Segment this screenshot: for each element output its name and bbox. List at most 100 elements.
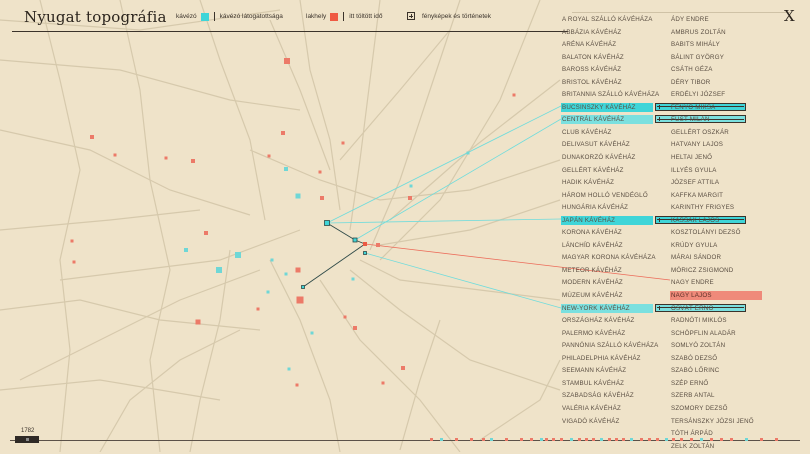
- cafe-marker[interactable]: [284, 167, 288, 171]
- cafe-list-item[interactable]: SEEMANN KÁVÉHÁZ: [561, 366, 653, 379]
- writer-list-item[interactable]: RADNÓTI MIKLÓS: [670, 316, 760, 329]
- cafe-list-item[interactable]: DUNAKORZÓ KÁVÉHÁZ: [561, 153, 653, 166]
- cafe-list-item[interactable]: PALERMO KÁVÉHÁZ: [561, 329, 653, 342]
- cafe-list-item[interactable]: BALATON KÁVÉHÁZ: [561, 53, 653, 66]
- writer-list-item[interactable]: ILLYÉS GYULA: [670, 166, 760, 179]
- cafe-list-item[interactable]: HÁROM HOLLÓ VENDÉGLŐ: [561, 191, 653, 204]
- cafe-list-item[interactable]: HUNGÁRIA KÁVÉHÁZ: [561, 203, 653, 216]
- cafe-list-item[interactable]: KORONA KÁVÉHÁZ: [561, 228, 653, 241]
- writer-list-item[interactable]: SZERB ANTAL: [670, 391, 760, 404]
- writer-list-item[interactable]: OSVÁT ERNŐ: [670, 304, 760, 317]
- writer-list-item[interactable]: NAGY LAJOS: [670, 291, 762, 304]
- cafe-list-item[interactable]: HADIK KÁVÉHÁZ: [561, 178, 653, 191]
- writer-list-item[interactable]: ÁDY ENDRE: [670, 15, 760, 28]
- writer-list-item[interactable]: TERSÁNSZKY JÓZSI JENŐ: [670, 417, 760, 430]
- writer-list-item[interactable]: JÓZSEF ATTILA: [670, 178, 760, 191]
- timeline-track[interactable]: [10, 440, 800, 441]
- stories-plus-icon[interactable]: [655, 115, 746, 124]
- cafe-list-item[interactable]: BAROSS KÁVÉHÁZ: [561, 65, 653, 78]
- writer-list-item[interactable]: KAFFKA MARGIT: [670, 191, 760, 204]
- timeline-handle[interactable]: [15, 436, 39, 443]
- home-marker[interactable]: [204, 231, 208, 235]
- writer-list-item[interactable]: ERDÉLYI JÓZSEF: [670, 90, 760, 103]
- cafe-list-item[interactable]: DELIVASUT KÁVÉHÁZ: [561, 140, 653, 153]
- home-marker[interactable]: [72, 260, 76, 264]
- cafe-list-item[interactable]: SZABADSÁG KÁVÉHÁZ: [561, 391, 653, 404]
- writer-list-item[interactable]: SCHÖPFLIN ALADÁR: [670, 329, 760, 342]
- home-marker[interactable]: [284, 58, 290, 64]
- cafe-marker[interactable]: [284, 272, 288, 276]
- cafe-marker[interactable]: [310, 331, 314, 335]
- selected-cafe-marker[interactable]: [352, 237, 358, 243]
- cafe-list-item[interactable]: STAMBUL KÁVÉHÁZ: [561, 379, 653, 392]
- cafe-list-item[interactable]: BRITANNIA SZÁLLÓ KÁVÉHÁZA: [561, 90, 659, 103]
- writer-list-item[interactable]: KRÚDY GYULA: [670, 241, 760, 254]
- writer-list-item[interactable]: MÁRAI SÁNDOR: [670, 253, 760, 266]
- cafe-marker[interactable]: [295, 193, 301, 199]
- cafe-marker[interactable]: [287, 367, 291, 371]
- selected-home-marker[interactable]: [363, 242, 367, 246]
- stories-plus-icon[interactable]: [655, 102, 746, 111]
- home-marker[interactable]: [113, 153, 117, 157]
- close-button[interactable]: X: [784, 7, 795, 25]
- home-marker[interactable]: [195, 319, 201, 325]
- writer-list-item[interactable]: KARINTHY FRIGYES: [670, 203, 760, 216]
- selected-cafe-marker[interactable]: [324, 220, 330, 226]
- writer-list-item[interactable]: MÓRICZ ZSIGMOND: [670, 266, 760, 279]
- cafe-list-item[interactable]: ORSZÁGHÁZ KÁVÉHÁZ: [561, 316, 653, 329]
- cafe-list-item[interactable]: MÚZEUM KÁVÉHÁZ: [561, 291, 653, 304]
- home-marker[interactable]: [401, 366, 405, 370]
- writer-list-item[interactable]: SZABÓ LŐRINC: [670, 366, 760, 379]
- home-marker[interactable]: [281, 131, 285, 135]
- writer-list-item[interactable]: BÁLINT GYÖRGY: [670, 53, 760, 66]
- cafe-list-item[interactable]: MODERN KÁVÉHÁZ: [561, 278, 653, 291]
- cafe-list-item[interactable]: PANNÓNIA SZÁLLÓ KÁVÉHÁZA: [561, 341, 658, 354]
- home-marker[interactable]: [256, 307, 260, 311]
- writer-list-item[interactable]: BABITS MIHÁLY: [670, 40, 760, 53]
- cafe-list-item[interactable]: MAGYAR KORONA KÁVÉHÁZA: [561, 253, 655, 266]
- cafe-marker[interactable]: [466, 151, 470, 155]
- cafe-marker[interactable]: [270, 258, 274, 262]
- home-marker[interactable]: [70, 239, 74, 243]
- home-marker[interactable]: [512, 93, 516, 97]
- home-marker[interactable]: [296, 296, 304, 304]
- home-marker[interactable]: [408, 196, 412, 200]
- writer-list-item[interactable]: CSÁTH GÉZA: [670, 65, 760, 78]
- home-marker[interactable]: [320, 196, 324, 200]
- writer-list-item[interactable]: SZÉP ERNŐ: [670, 379, 760, 392]
- home-marker[interactable]: [318, 170, 322, 174]
- cafe-list-item[interactable]: LÁNCHÍD KÁVÉHÁZ: [561, 241, 653, 254]
- cafe-marker[interactable]: [184, 248, 188, 252]
- home-marker[interactable]: [164, 156, 168, 160]
- cafe-list-item[interactable]: A ROYAL SZÁLLÓ KÁVÉHÁZA: [561, 15, 653, 28]
- selected-cafe-marker[interactable]: [301, 285, 305, 289]
- home-marker[interactable]: [353, 326, 357, 330]
- stories-plus-icon[interactable]: [655, 303, 746, 312]
- cafe-list-item[interactable]: ARÉNA KÁVÉHÁZ: [561, 40, 653, 53]
- cafe-list-item[interactable]: VALÉRIA KÁVÉHÁZ: [561, 404, 653, 417]
- writer-list-item[interactable]: HELTAI JENŐ: [670, 153, 760, 166]
- home-marker[interactable]: [90, 135, 94, 139]
- home-marker[interactable]: [295, 267, 301, 273]
- home-marker[interactable]: [191, 159, 195, 163]
- writer-list-item[interactable]: DÉRY TIBOR: [670, 78, 760, 91]
- cafe-list-item[interactable]: BUCSINSZKY KÁVÉHÁZ: [561, 102, 746, 116]
- cafe-list-item[interactable]: BRISTOL KÁVÉHÁZ: [561, 78, 653, 91]
- home-marker[interactable]: [343, 315, 347, 319]
- writer-list-item[interactable]: SZABÓ DEZSŐ: [670, 354, 760, 367]
- home-marker[interactable]: [376, 243, 380, 247]
- writer-list-item[interactable]: FENYŐ MIKSA: [670, 103, 760, 116]
- writer-list-item[interactable]: TÓTH ÁRPÁD: [670, 429, 760, 442]
- writer-list-item[interactable]: FÜST MILÁN: [670, 115, 760, 128]
- writer-list-item[interactable]: NAGY ENDRE: [670, 278, 760, 291]
- cafe-marker[interactable]: [409, 184, 413, 188]
- home-marker[interactable]: [341, 141, 345, 145]
- cafe-list-item[interactable]: CLUB KÁVÉHÁZ: [561, 128, 653, 141]
- writer-list-item[interactable]: SZOMORY DEZSŐ: [670, 404, 760, 417]
- writer-list-item[interactable]: KOSZTOLÁNYI DEZSŐ: [670, 228, 760, 241]
- cafe-marker[interactable]: [266, 290, 270, 294]
- cafe-list-item[interactable]: VIGADÓ KÁVÉHÁZ: [561, 417, 653, 430]
- writer-list-item[interactable]: SOMLYÓ ZOLTÁN: [670, 341, 760, 354]
- cafe-list-item[interactable]: PHILADELPHIA KÁVÉHÁZ: [561, 354, 653, 367]
- home-marker[interactable]: [267, 154, 271, 158]
